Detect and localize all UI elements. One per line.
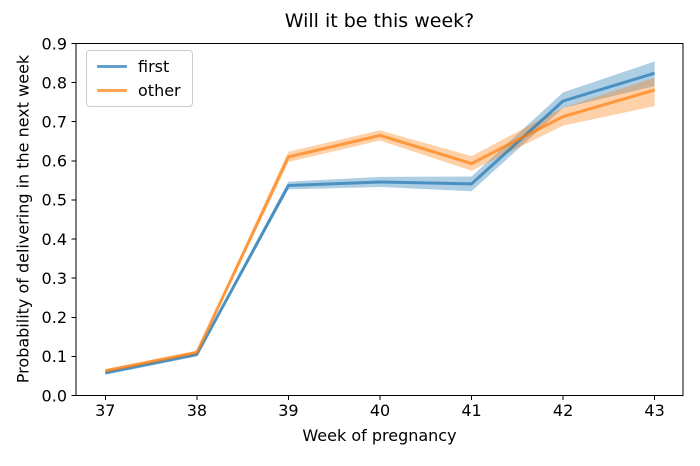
x-axis-label: Week of pregnancy <box>302 426 457 445</box>
legend-label-other: other <box>138 81 181 100</box>
legend: first other <box>86 50 193 107</box>
y-tick-label: 0.2 <box>42 308 67 327</box>
chart-title: Will it be this week? <box>284 10 475 32</box>
y-tick-label: 0.4 <box>42 230 67 249</box>
x-tick-label: 39 <box>278 401 298 420</box>
legend-line-swatch-other <box>97 89 127 92</box>
x-tick-label: 38 <box>187 401 207 420</box>
legend-line-swatch-first <box>97 65 127 68</box>
x-tick-label: 40 <box>370 401 390 420</box>
x-tick-label: 42 <box>553 401 573 420</box>
series-line-first <box>105 71 656 375</box>
y-tick-label: 0.7 <box>42 112 67 131</box>
x-tick-label: 41 <box>461 401 481 420</box>
y-tick-label: 0.8 <box>42 73 67 92</box>
y-axis-label: Probability of delivering in the next we… <box>13 54 33 384</box>
legend-label-first: first <box>138 57 170 76</box>
confidence-band-other <box>105 77 655 373</box>
series-line-other <box>105 88 656 373</box>
y-tick-label: 0.1 <box>42 347 67 366</box>
x-tick-label: 43 <box>644 401 664 420</box>
legend-item-other: other <box>97 81 181 100</box>
y-tick-label: 0.9 <box>42 34 67 53</box>
y-tick-label: 0.5 <box>42 191 67 210</box>
x-tick-label: 37 <box>95 401 115 420</box>
legend-item-first: first <box>97 57 181 76</box>
y-tick-label: 0.0 <box>42 386 67 405</box>
y-tick-label: 0.3 <box>42 269 67 288</box>
y-tick-label: 0.6 <box>42 152 67 171</box>
